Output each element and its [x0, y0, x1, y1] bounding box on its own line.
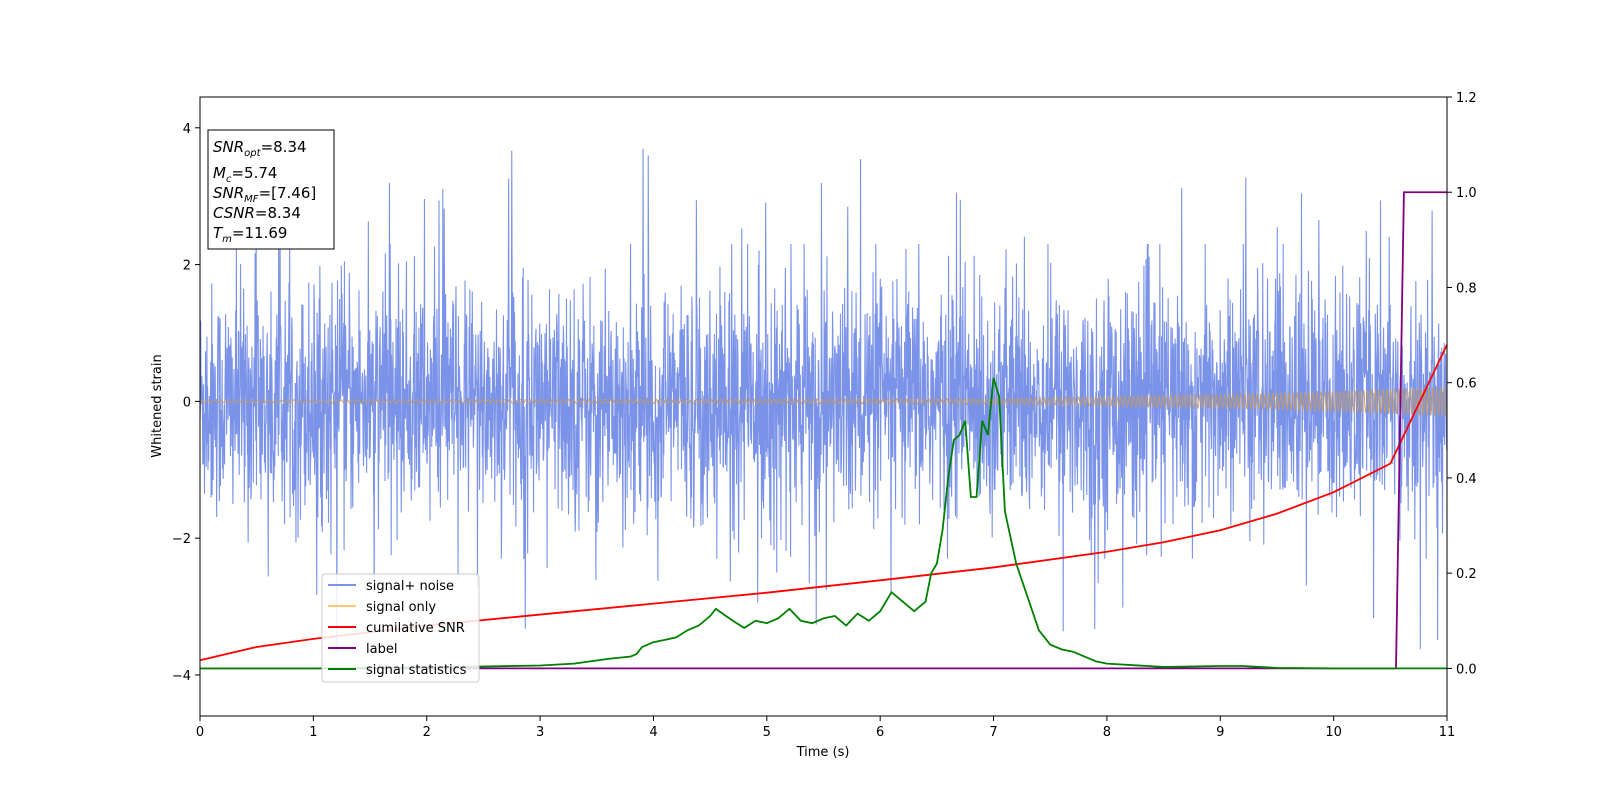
- x-tick-label: 3: [536, 725, 544, 740]
- legend-label: cumilative SNR: [366, 621, 465, 636]
- x-tick-label: 11: [1439, 725, 1456, 740]
- y2-tick-label: 1.2: [1456, 91, 1477, 106]
- y2-tick-label: 0.6: [1456, 377, 1477, 392]
- legend-label: signal+ noise: [366, 579, 454, 594]
- y-axis-label: Whitened strain: [150, 354, 165, 457]
- x-tick-label: 2: [423, 725, 431, 740]
- y-tick-label: 4: [183, 122, 191, 137]
- y2-tick-label: 0.8: [1456, 281, 1477, 296]
- legend-label: label: [366, 642, 397, 657]
- x-tick-label: 10: [1325, 725, 1342, 740]
- y2-tick-label: 0.2: [1456, 567, 1477, 582]
- x-tick-label: 7: [989, 725, 997, 740]
- x-tick-label: 9: [1216, 725, 1224, 740]
- x-tick-label: 1: [309, 725, 317, 740]
- info-box-line: Tm=11.69: [213, 224, 287, 245]
- x-tick-label: 5: [763, 725, 771, 740]
- legend: signal+ noise signal only cumilative SNR la…: [321, 573, 480, 683]
- legend-frame: [321, 573, 480, 683]
- series-line-label: [200, 191, 1447, 670]
- x-axis-label: Time (s): [796, 745, 850, 760]
- y-tick-label: 0: [183, 395, 191, 410]
- y-tick-label: −4: [172, 669, 191, 684]
- x-tick-label: 8: [1103, 725, 1111, 740]
- y2-tick-label: 1.0: [1456, 186, 1477, 201]
- y-tick-label: −2: [172, 532, 191, 547]
- y2-tick-label: 0.0: [1456, 662, 1477, 677]
- series-line-signal-noise: [199, 148, 1448, 652]
- info-box-line: SNRopt=8.34: [213, 138, 307, 159]
- series-line-signal-only: [199, 386, 1448, 417]
- y2-tick-label: 0.4: [1456, 472, 1477, 487]
- plot-frame: [199, 96, 1448, 717]
- x-tick-label: 6: [876, 725, 884, 740]
- axis-ticks: 0 1 2 3 4 5 6 7 8 9 10 11 4 2 0 −2 −4 1.2 1.0 0.8 0.6 0.4 0.2 0…: [172, 91, 1477, 740]
- info-box-line: SNRMF=[7.46]: [213, 184, 316, 205]
- legend-label: signal only: [366, 600, 436, 615]
- x-tick-label: 4: [649, 725, 657, 740]
- series-line-signal-statistics: [200, 377, 1447, 670]
- x-tick-label: 0: [196, 725, 204, 740]
- info-box-line: Mc=5.74: [213, 164, 277, 185]
- y-tick-label: 2: [183, 259, 191, 274]
- info-box-frame: [207, 129, 335, 250]
- legend-label: signal statistics: [366, 663, 467, 678]
- info-box-line: CSNR=8.34: [213, 204, 301, 222]
